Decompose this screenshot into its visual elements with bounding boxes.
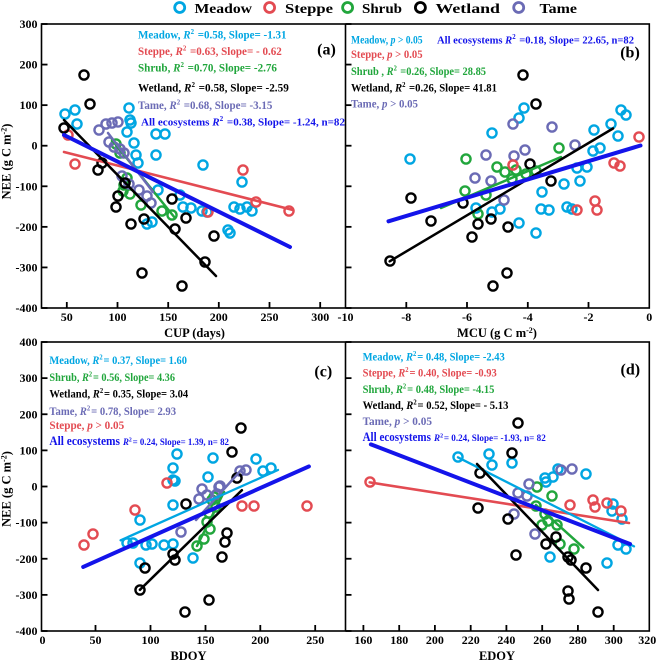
svg-text:Steppe, R2 = 0.40, Slope= -0.9: Steppe, R2 = 0.40, Slope= -0.93 xyxy=(363,366,498,380)
svg-text:(c): (c) xyxy=(314,364,332,381)
svg-text:Shrub , R2 =0.26, Slope= 28.8: Shrub , R2 =0.26, Slope= 28.85 xyxy=(351,65,486,79)
svg-text:0: 0 xyxy=(32,139,38,153)
svg-text:Wetland, R2 =0.58, Slope= -2.: Wetland, R2 =0.58, Slope= -2.59 xyxy=(138,81,289,95)
svg-text:-100: -100 xyxy=(16,179,38,193)
svg-text:-300: -300 xyxy=(16,260,38,274)
svg-text:-200: -200 xyxy=(16,552,38,566)
svg-text:Wetland, R2 = 0.52, Slope= - 5: Wetland, R2 = 0.52, Slope= - 5.13 xyxy=(363,399,509,413)
svg-text:-200: -200 xyxy=(16,220,38,234)
svg-text:Tame, R2 =0.68, Slope= -3.15: Tame, R2 =0.68, Slope= -3.15 xyxy=(138,99,273,113)
svg-text:-6: -6 xyxy=(462,310,472,324)
svg-text:Meadow, p > 0.05: Meadow, p > 0.05 xyxy=(351,34,423,46)
svg-text:Wetland, R2 = 0.35, Slope= 3.0: Wetland, R2 = 0.35, Slope= 3.04 xyxy=(49,387,188,401)
svg-text:(a): (a) xyxy=(317,42,336,59)
svg-text:R2 = 0.24, Slope= -1.93, n= 82: R2 = 0.24, Slope= -1.93, n= 82 xyxy=(433,432,546,444)
svg-text:100: 100 xyxy=(142,633,160,647)
svg-text:50: 50 xyxy=(90,633,102,647)
svg-text:0: 0 xyxy=(32,480,38,494)
svg-text:280: 280 xyxy=(569,633,587,647)
svg-text:-8: -8 xyxy=(401,310,411,324)
svg-text:Wetland, R2 =0.26, Slope= 41: Wetland, R2 =0.26, Slope= 41.81 xyxy=(351,81,497,95)
svg-text:400: 400 xyxy=(20,335,38,349)
svg-text:Meadow: Meadow xyxy=(195,1,253,16)
svg-text:250: 250 xyxy=(261,310,279,324)
svg-text:100: 100 xyxy=(20,443,38,457)
svg-text:300: 300 xyxy=(311,310,329,324)
svg-text:All ecosystems: All ecosystems xyxy=(363,430,431,444)
svg-text:200: 200 xyxy=(20,58,38,72)
svg-text:-100: -100 xyxy=(16,516,38,530)
svg-text:Shrub, R2 =0.70, Slope= -2.76: Shrub, R2 =0.70, Slope= -2.76 xyxy=(138,61,277,75)
svg-text:Tame, p > 0.05: Tame, p > 0.05 xyxy=(351,98,418,110)
svg-text:150: 150 xyxy=(197,633,215,647)
svg-text:200: 200 xyxy=(210,310,228,324)
svg-text:Shrub, R2 = 0.48, Slope= -4.15: Shrub, R2 = 0.48, Slope= -4.15 xyxy=(363,383,495,397)
svg-text:Tame, R2 = 0.78, Slope= 2.93: Tame, R2 = 0.78, Slope= 2.93 xyxy=(49,404,176,418)
svg-text:-300: -300 xyxy=(16,588,38,602)
svg-text:240: 240 xyxy=(497,633,515,647)
svg-text:180: 180 xyxy=(390,633,408,647)
svg-text:Steppe: Steppe xyxy=(285,1,333,16)
svg-text:160: 160 xyxy=(354,633,372,647)
svg-text:Meadow, R2 = 0.48, Slope= -2.4: Meadow, R2 = 0.48, Slope= -2.43 xyxy=(363,350,506,364)
svg-text:EDOY: EDOY xyxy=(479,649,515,663)
svg-text:150: 150 xyxy=(159,310,177,324)
svg-text:50: 50 xyxy=(61,310,73,324)
svg-text:All ecosystems R2 =0.38, Slo: All ecosystems R2 =0.38, Slope= -1.24, n… xyxy=(141,115,345,129)
svg-text:200: 200 xyxy=(426,633,444,647)
svg-text:300: 300 xyxy=(20,17,38,31)
svg-text:-2: -2 xyxy=(584,310,594,324)
svg-text:Wetland: Wetland xyxy=(436,1,501,16)
svg-text:R2 = 0.24, Slope= 1.39, n= 82: R2 = 0.24, Slope= 1.39, n= 82 xyxy=(122,437,229,449)
svg-text:NEE (g C m-2): NEE (g C m-2) xyxy=(0,451,14,527)
svg-text:Tame, p > 0.05: Tame, p > 0.05 xyxy=(363,416,433,428)
svg-text:CUP (days): CUP (days) xyxy=(164,326,225,340)
svg-text:Meadow, R2 =0.58, Slope= -1.3: Meadow, R2 =0.58, Slope= -1.31 xyxy=(138,28,287,42)
svg-text:BDOY: BDOY xyxy=(170,649,206,663)
svg-text:100: 100 xyxy=(109,310,127,324)
svg-text:100: 100 xyxy=(20,98,38,112)
svg-text:Meadow, R2 = 0.37, Slope= 1.60: Meadow, R2 = 0.37, Slope= 1.60 xyxy=(49,354,187,368)
svg-text:Shrub: Shrub xyxy=(362,1,402,16)
svg-text:MCU (g C m-2): MCU (g C m-2) xyxy=(457,326,537,340)
svg-text:0: 0 xyxy=(40,633,46,647)
svg-text:(b): (b) xyxy=(620,45,640,62)
svg-text:250: 250 xyxy=(306,633,324,647)
svg-text:300: 300 xyxy=(20,371,38,385)
svg-text:All ecosystems: All ecosystems xyxy=(49,433,120,448)
svg-text:NEE (g C m-2): NEE (g C m-2) xyxy=(0,124,14,200)
svg-text:-400: -400 xyxy=(16,624,38,638)
svg-text:-10: -10 xyxy=(338,310,354,324)
svg-text:220: 220 xyxy=(462,633,480,647)
svg-text:All ecosystems R2 =0.18, Slop: All ecosystems R2 =0.18, Slope= 22.65, n… xyxy=(437,33,634,47)
svg-text:200: 200 xyxy=(251,633,269,647)
svg-text:320: 320 xyxy=(638,633,656,647)
svg-text:0: 0 xyxy=(646,310,652,324)
svg-text:200: 200 xyxy=(20,407,38,421)
svg-text:Steppe, p > 0.05: Steppe, p > 0.05 xyxy=(351,49,423,61)
svg-text:(d): (d) xyxy=(621,362,641,379)
svg-text:300: 300 xyxy=(605,633,623,647)
svg-text:Steppe, R2 =0.63, Slope= - 0.: Steppe, R2 =0.63, Slope= - 0.62 xyxy=(138,45,282,59)
svg-text:Steppe, p > 0.05: Steppe, p > 0.05 xyxy=(49,420,124,432)
svg-text:-4: -4 xyxy=(523,310,533,324)
svg-text:Shrub, R2 = 0.56, Slope= 4.36: Shrub, R2 = 0.56, Slope= 4.36 xyxy=(49,371,175,385)
svg-text:Tame: Tame xyxy=(540,1,578,16)
svg-text:-400: -400 xyxy=(16,301,38,315)
svg-text:260: 260 xyxy=(533,633,551,647)
